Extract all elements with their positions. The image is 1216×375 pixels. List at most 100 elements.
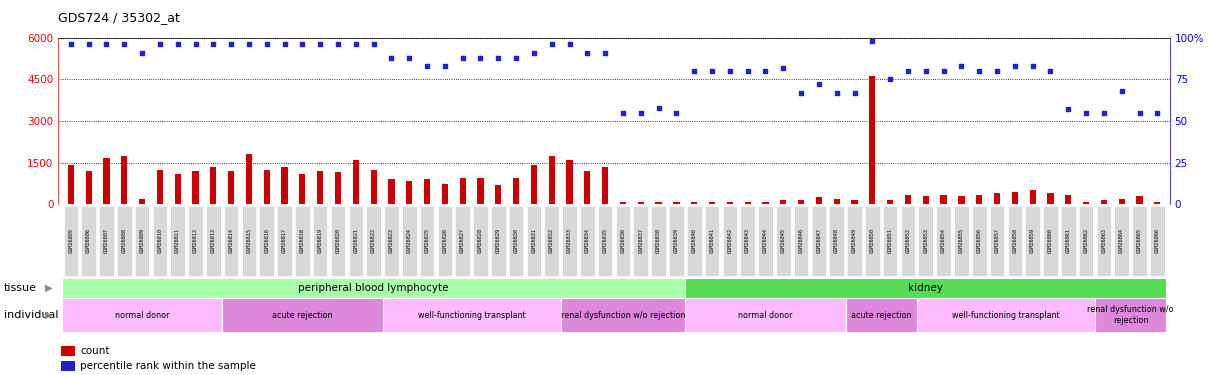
FancyBboxPatch shape [562,206,576,276]
Point [542,41,562,47]
FancyBboxPatch shape [794,206,809,276]
Text: ▶: ▶ [45,310,52,320]
Bar [246,154,252,204]
Bar [923,196,929,204]
FancyBboxPatch shape [331,206,345,276]
FancyBboxPatch shape [62,298,223,332]
Text: GSM26856: GSM26856 [976,228,981,254]
FancyBboxPatch shape [349,206,364,276]
Bar [744,202,750,204]
Text: GSM26821: GSM26821 [354,228,359,254]
Bar [637,202,644,204]
Bar [139,199,145,204]
FancyBboxPatch shape [1062,206,1076,276]
Text: GDS724 / 35302_at: GDS724 / 35302_at [58,11,180,24]
Text: well-functioning transplant: well-functioning transplant [952,310,1059,320]
Text: GSM26816: GSM26816 [264,228,269,254]
Text: GSM26822: GSM26822 [371,228,376,254]
Text: GSM26806: GSM26806 [86,228,91,254]
Bar [1100,200,1107,204]
Bar [674,202,680,204]
FancyBboxPatch shape [170,206,185,276]
Bar [264,170,270,204]
Point [240,41,259,47]
Point [916,68,935,74]
Text: GSM26845: GSM26845 [781,228,786,254]
Point [275,41,294,47]
Text: GSM26862: GSM26862 [1083,228,1088,254]
Bar [958,196,964,204]
FancyBboxPatch shape [224,206,238,276]
Text: GSM26851: GSM26851 [888,228,893,254]
FancyBboxPatch shape [135,206,150,276]
Text: acute rejection: acute rejection [851,310,912,320]
Bar [886,200,894,204]
Point [97,41,117,47]
Text: individual: individual [4,310,58,320]
Bar [602,167,608,204]
Bar [709,202,715,204]
FancyBboxPatch shape [545,206,559,276]
Text: GSM26865: GSM26865 [1137,228,1142,254]
FancyBboxPatch shape [848,206,862,276]
Text: GSM26853: GSM26853 [923,228,928,254]
FancyBboxPatch shape [420,206,434,276]
FancyBboxPatch shape [955,206,969,276]
Point [738,68,758,74]
Text: GSM26819: GSM26819 [317,228,322,254]
FancyBboxPatch shape [686,278,1166,298]
Point [880,76,900,82]
Bar [1083,202,1090,204]
Bar [1154,202,1160,204]
Text: percentile rank within the sample: percentile rank within the sample [80,361,257,371]
Point [382,54,401,60]
FancyBboxPatch shape [259,206,274,276]
Bar [460,178,466,204]
Point [1076,110,1096,116]
FancyBboxPatch shape [741,206,755,276]
Point [1059,106,1079,112]
Bar [192,171,198,204]
Point [649,105,669,111]
Point [666,110,686,116]
FancyBboxPatch shape [277,206,292,276]
Bar [691,202,697,204]
Point [452,54,472,60]
FancyBboxPatch shape [829,206,844,276]
FancyBboxPatch shape [188,206,203,276]
Point [221,41,241,47]
FancyBboxPatch shape [669,206,683,276]
FancyBboxPatch shape [527,206,541,276]
FancyBboxPatch shape [313,206,327,276]
Point [489,54,508,60]
FancyBboxPatch shape [1094,298,1166,332]
Text: GSM26833: GSM26833 [567,228,572,254]
Point [1006,63,1025,69]
Text: GSM26828: GSM26828 [478,228,483,254]
Text: GSM26859: GSM26859 [1030,228,1035,254]
FancyBboxPatch shape [1025,206,1040,276]
FancyBboxPatch shape [1114,206,1128,276]
Point [899,68,918,74]
Text: GSM26805: GSM26805 [68,228,73,254]
Point [114,41,134,47]
Bar [940,195,947,204]
FancyBboxPatch shape [206,206,220,276]
Bar [1012,192,1018,204]
Text: GSM26834: GSM26834 [585,228,590,254]
Bar [727,202,733,204]
FancyBboxPatch shape [561,298,686,332]
Bar [299,174,305,204]
FancyBboxPatch shape [634,206,648,276]
Text: GSM26827: GSM26827 [460,228,466,254]
Point [293,41,313,47]
Bar [993,193,1000,204]
Point [559,41,579,47]
Bar [478,178,484,204]
Text: GSM26832: GSM26832 [550,228,554,254]
Bar [334,172,342,204]
Text: GSM26861: GSM26861 [1065,228,1071,254]
Text: GSM26855: GSM26855 [959,228,964,254]
Text: GSM26811: GSM26811 [175,228,180,254]
Point [952,63,972,69]
